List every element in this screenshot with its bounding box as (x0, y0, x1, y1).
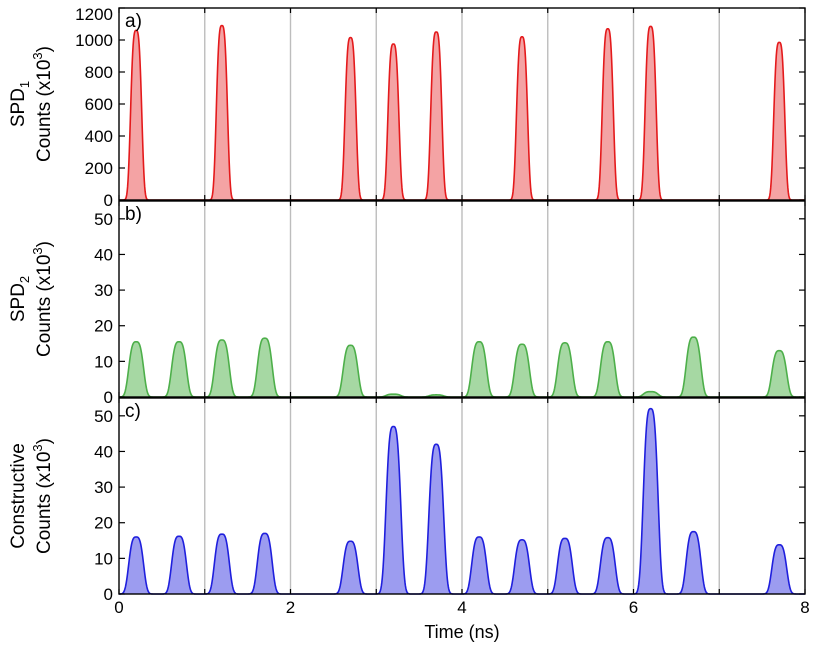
panel-label: a) (125, 11, 142, 32)
x-axis-label: Time (ns) (424, 622, 499, 642)
y-tick-label: 0 (104, 585, 113, 604)
y-tick-label: 400 (85, 127, 113, 146)
x-tick-label: 2 (286, 598, 295, 617)
y-tick-label: 0 (104, 388, 113, 407)
y-tick-label: 40 (94, 245, 113, 264)
panel-1: 0 200 400 600 800 1000 1200 a) SPD1 Counts (x103) (8, 5, 806, 210)
y-tick-label: 800 (85, 63, 113, 82)
y-tick-label: 40 (94, 442, 113, 461)
panel-2: 0 10 20 30 40 50 b) SPD2 Counts (x103) (8, 200, 806, 407)
series-area (119, 337, 805, 397)
panel-label: c) (125, 401, 141, 422)
x-tick-label: 4 (457, 598, 466, 617)
y-tick-label: 20 (94, 514, 113, 533)
y-tick-label: 50 (94, 210, 113, 229)
y-axis-label-line1: Constructive (8, 443, 29, 549)
y-tick-label: 1200 (75, 5, 113, 24)
x-tick-label: 8 (800, 598, 809, 617)
y-axis-label-line1: SPD1 (8, 81, 32, 127)
y-tick-label: 600 (85, 95, 113, 114)
y-tick-label: 50 (94, 407, 113, 426)
y-tick-label: 20 (94, 317, 113, 336)
y-tick-label: 10 (94, 352, 113, 371)
y-axis-label-line2: Counts (x103) (30, 438, 55, 554)
y-tick-label: 10 (94, 549, 113, 568)
panel-label: b) (125, 204, 142, 225)
y-axis-label-line1: SPD2 (8, 276, 32, 322)
y-tick-label: 1000 (75, 31, 113, 50)
panel-3: 0 10 20 30 40 50 0 2 4 6 8 Time (ns) c) Constructive C… (8, 397, 810, 642)
y-axis-label-line2: Counts (x103) (30, 46, 55, 162)
x-tick-label: 0 (114, 598, 123, 617)
y-tick-label: 200 (85, 159, 113, 178)
y-tick-label: 0 (104, 191, 113, 210)
y-tick-label: 30 (94, 281, 113, 300)
x-tick-label: 6 (629, 598, 638, 617)
y-tick-label: 30 (94, 478, 113, 497)
y-axis-label-line2: Counts (x103) (30, 241, 55, 357)
